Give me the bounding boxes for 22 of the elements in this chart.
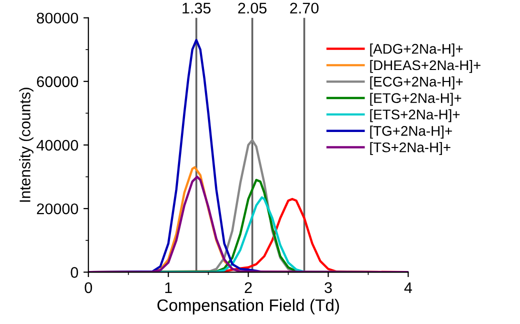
y-tick-label: 80000 — [36, 12, 78, 24]
legend-label: [DHEAS+2Na-H]+ — [370, 60, 480, 73]
x-tick-label: 2 — [244, 282, 252, 293]
legend-label: [ECG+2Na-H]+ — [370, 76, 463, 90]
y-tick-label: 40000 — [36, 140, 78, 151]
legend-label: [TG+2Na-H]+ — [370, 126, 452, 139]
x-tick-label: 0 — [84, 282, 92, 294]
legend-label: [ADG+2Na-H]+ — [370, 44, 463, 57]
ref-line-label: 2.70 — [290, 2, 319, 14]
ref-line-label: 2.05 — [238, 2, 267, 14]
y-tick-label: 60000 — [36, 76, 78, 88]
legend-label: [TS+2Na-H]+ — [370, 142, 450, 156]
y-tick-label: 0 — [70, 267, 78, 278]
legend-label: [ETG+2Na-H]+ — [370, 92, 462, 106]
y-tick-label: 20000 — [36, 203, 78, 214]
legend-label: [ETS+2Na-H]+ — [370, 109, 460, 122]
x-tick-label: 4 — [404, 282, 412, 293]
x-tick-label: 1 — [165, 282, 172, 293]
x-tick-label: 3 — [324, 282, 332, 294]
x-axis-title: Compensation Field (Td) — [157, 298, 339, 314]
ref-line-label: 1.35 — [182, 2, 211, 14]
y-axis-title: Intensity (counts) — [19, 88, 34, 202]
